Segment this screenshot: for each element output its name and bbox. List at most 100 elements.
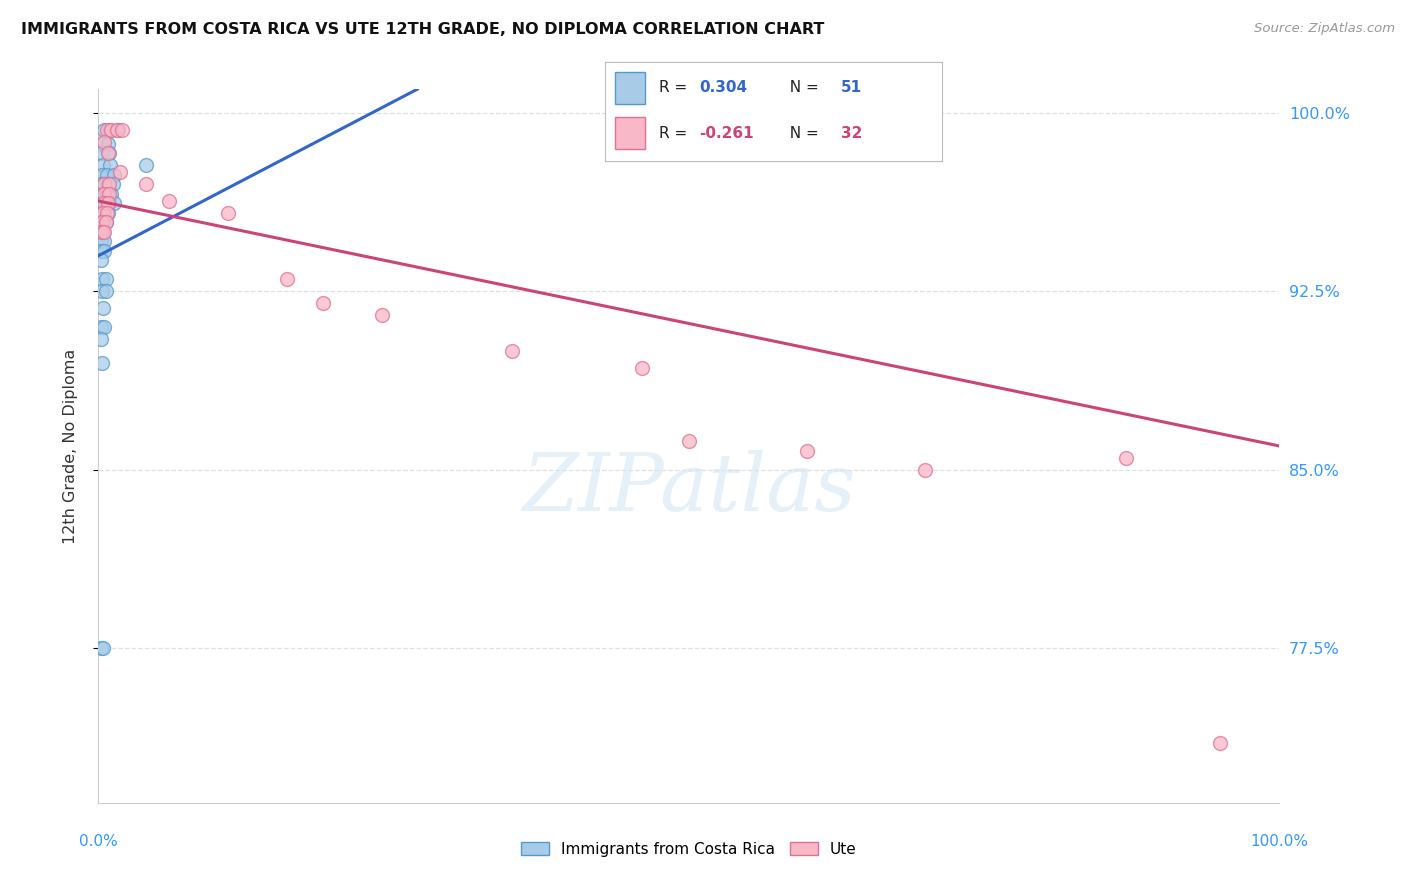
Point [371, 308, 394, 322]
Point [98, 158, 121, 172]
Point [93, 122, 115, 136]
Point [93, 178, 115, 192]
Point [90, 244, 112, 258]
Point [94, 272, 117, 286]
Point [107, 122, 129, 136]
Point [135, 178, 157, 192]
Point [93, 206, 115, 220]
Point [97, 178, 120, 192]
Text: 100.0%: 100.0% [1250, 834, 1309, 849]
Point [96, 206, 118, 220]
Point [111, 122, 134, 136]
Point [94, 215, 117, 229]
Point [94, 285, 117, 299]
Point [91, 206, 114, 220]
Point [93, 178, 115, 192]
Text: IMMIGRANTS FROM COSTA RICA VS UTE 12TH GRADE, NO DIPLOMA CORRELATION CHART: IMMIGRANTS FROM COSTA RICA VS UTE 12TH G… [21, 22, 824, 37]
Point [97, 196, 120, 211]
Point [91, 215, 114, 229]
Text: 32: 32 [841, 126, 862, 141]
Point [96, 168, 118, 182]
Point [93, 196, 115, 211]
Point [97, 206, 120, 220]
Point [91, 136, 114, 151]
Point [100, 122, 122, 136]
Text: R =: R = [658, 126, 692, 141]
Point [157, 194, 180, 208]
Point [312, 296, 335, 310]
Point [91, 356, 114, 370]
Point [96, 186, 118, 201]
Point [914, 463, 936, 477]
Point [630, 360, 652, 375]
Text: 0.304: 0.304 [699, 80, 747, 95]
Point [94, 215, 117, 229]
Bar [614, 118, 645, 149]
Point [91, 215, 114, 229]
Point [678, 434, 700, 449]
Point [90, 178, 112, 192]
Point [91, 168, 114, 182]
Point [796, 443, 818, 458]
Point [1115, 450, 1137, 465]
Point [93, 135, 115, 149]
Point [89, 196, 111, 211]
Point [501, 343, 523, 358]
Point [103, 196, 125, 211]
Point [98, 146, 121, 161]
Text: R =: R = [658, 80, 692, 95]
Point [93, 235, 115, 249]
Point [108, 165, 131, 179]
Point [100, 186, 122, 201]
Point [89, 215, 111, 229]
Y-axis label: 12th Grade, No Diploma: 12th Grade, No Diploma [63, 349, 77, 543]
Point [91, 301, 114, 315]
Bar [614, 72, 645, 103]
Point [135, 158, 157, 172]
Point [91, 158, 114, 172]
Point [101, 178, 124, 192]
Point [103, 168, 125, 182]
Text: 0.0%: 0.0% [79, 834, 118, 849]
Point [93, 225, 115, 239]
Point [93, 320, 115, 334]
Text: 51: 51 [841, 80, 862, 95]
Point [91, 146, 114, 161]
Point [97, 136, 120, 151]
Text: Source: ZipAtlas.com: Source: ZipAtlas.com [1254, 22, 1395, 36]
Point [90, 253, 112, 268]
Point [90, 235, 112, 249]
Point [91, 225, 114, 239]
Point [90, 641, 112, 656]
Text: N =: N = [780, 126, 824, 141]
Point [91, 196, 114, 211]
Point [98, 178, 121, 192]
Text: -0.261: -0.261 [699, 126, 754, 141]
Point [98, 196, 121, 211]
Point [97, 146, 120, 161]
Point [89, 206, 111, 220]
Point [91, 186, 114, 201]
Point [96, 122, 118, 136]
Point [93, 186, 115, 201]
Point [90, 332, 112, 346]
Point [98, 122, 121, 136]
Point [94, 196, 117, 211]
Legend: Immigrants from Costa Rica, Ute: Immigrants from Costa Rica, Ute [515, 836, 863, 863]
Point [90, 186, 112, 201]
Point [105, 122, 128, 136]
Point [91, 641, 114, 656]
Point [89, 225, 111, 239]
Point [276, 272, 298, 286]
Point [217, 206, 239, 220]
Point [1209, 736, 1232, 750]
Point [91, 285, 114, 299]
Text: N =: N = [780, 80, 824, 95]
Point [91, 225, 114, 239]
Text: ZIPatlas: ZIPatlas [522, 450, 856, 527]
Point [98, 186, 121, 201]
Point [91, 272, 114, 286]
Point [93, 244, 115, 258]
Point [91, 206, 114, 220]
Point [90, 320, 112, 334]
